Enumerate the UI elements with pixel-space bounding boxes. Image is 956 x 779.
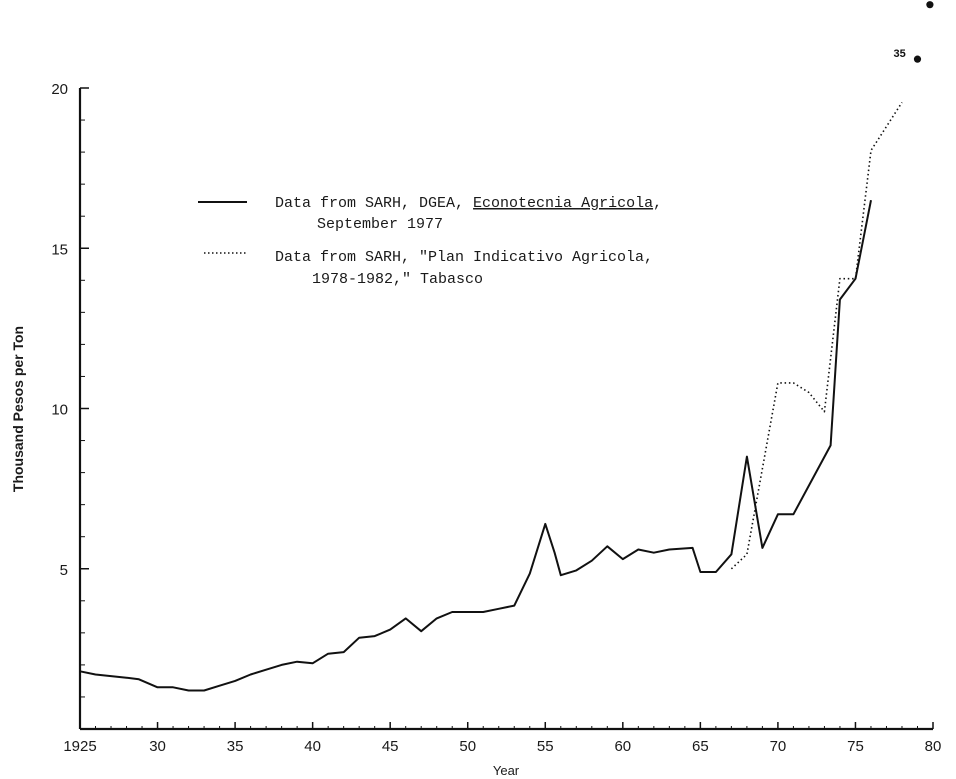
x-tick-label: 30	[149, 738, 166, 755]
x-tick-label: 50	[459, 738, 476, 755]
series-dotted-line	[730, 101, 903, 570]
y-tick-label: 5	[60, 562, 68, 579]
x-tick-label: 35	[227, 738, 244, 755]
legend-entry-1-line2: September 1977	[317, 216, 443, 233]
x-tick-label: 80	[925, 738, 942, 755]
legend-entry-1-source: Data from SARH, DGEA,	[275, 195, 473, 212]
x-tick-label: 60	[614, 738, 631, 755]
isolated-point	[926, 1, 934, 9]
ticks	[79, 87, 934, 729]
x-axis-label: Year	[493, 763, 520, 778]
x-tick-label: 70	[770, 738, 787, 755]
x-tick-label: 45	[382, 738, 399, 755]
axes	[78, 88, 933, 731]
y-axis-label: Thousand Pesos per Ton	[10, 326, 26, 492]
series-layer	[79, 101, 903, 692]
y-tick-label: 10	[51, 402, 68, 419]
legend: Data from SARH, DGEA, Econotecnia Agrico…	[198, 195, 662, 288]
legend-entry-1-line1: Data from SARH, DGEA, Econotecnia Agrico…	[275, 195, 662, 212]
y-tick-label: 15	[51, 241, 68, 258]
isolated-point-label: 35	[893, 48, 905, 60]
isolated-point	[913, 55, 922, 63]
legend-entry-1-suffix: ,	[653, 195, 662, 212]
x-tick-label: 75	[847, 738, 864, 755]
x-tick-label: 1925	[63, 738, 96, 755]
isolated-points: 3554	[893, 1, 934, 63]
x-tick-label: 55	[537, 738, 554, 755]
legend-entry-2-line1: Data from SARH, "Plan Indicativo Agricol…	[275, 249, 653, 266]
x-tick-label: 40	[304, 738, 321, 755]
y-tick-label: 20	[51, 81, 68, 98]
x-tick-label: 65	[692, 738, 709, 755]
legend-entry-1-publication: Econotecnia Agricola	[473, 195, 653, 212]
legend-entry-2-line2: 1978-1982," Tabasco	[312, 271, 483, 288]
tick-labels: 1925 30 35 40 45 50 55 60 65 70 75 80 5 10 15 20	[51, 81, 941, 755]
series-solid-line	[79, 200, 872, 692]
